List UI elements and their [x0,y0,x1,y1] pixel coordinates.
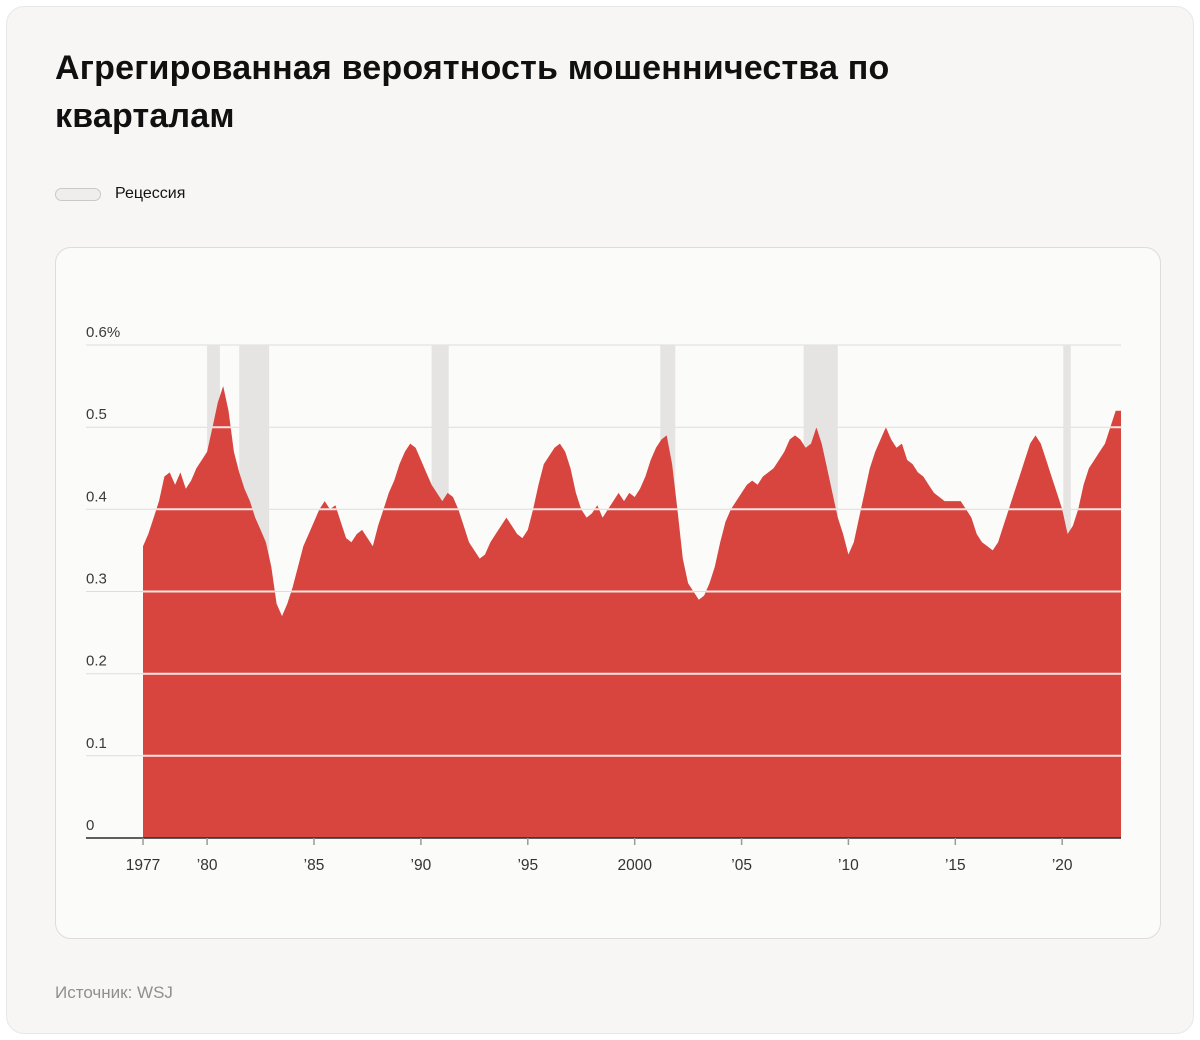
y-axis-label: 0.1 [86,735,107,752]
x-axis-label: ’05 [731,857,752,874]
x-axis-label: 1977 [126,857,160,874]
y-axis-label: 0.4 [86,488,107,505]
y-axis-label: 0.6% [86,324,120,341]
chart-panel: 0 0.1 0.2 0.3 0.4 0.5 0.6% 1977 ’80 ’85 ’90 ’95 2000… [55,247,1161,939]
x-axis-label: ’85 [304,857,325,874]
x-axis-label: ’95 [517,857,538,874]
x-axis-label: ’20 [1052,857,1073,874]
recession-band-legend-swatch [55,187,101,201]
legend-label-recession: Рецессия [115,185,186,202]
x-axis-label: ’90 [411,857,432,874]
y-axis-label: 0.3 [86,571,107,588]
x-axis-label: ’15 [945,857,966,874]
x-axis-label: ’10 [838,857,859,874]
y-axis-label: 0 [86,817,94,834]
source-attribution: Источник: WSJ [55,983,173,1002]
x-axis-ticks: 1977 ’80 ’85 ’90 ’95 2000 ’05 ’10 ’15 ’20 [126,838,1073,874]
fraud-probability-area-chart: 0 0.1 0.2 0.3 0.4 0.5 0.6% 1977 ’80 ’85 ’90 ’95 2000… [56,248,1160,938]
x-axis-label: ’80 [197,857,218,874]
y-axis-label: 0.5 [86,406,107,423]
legend: Рецессия [55,185,185,203]
y-axis-label: 0.2 [86,653,107,670]
page-title: Агрегированная вероятность мошенничества… [55,49,890,135]
page-card: Агрегированная вероятность мошенничества… [6,6,1194,1034]
x-axis-label: 2000 [617,857,652,874]
fraud-probability-series [143,386,1121,838]
